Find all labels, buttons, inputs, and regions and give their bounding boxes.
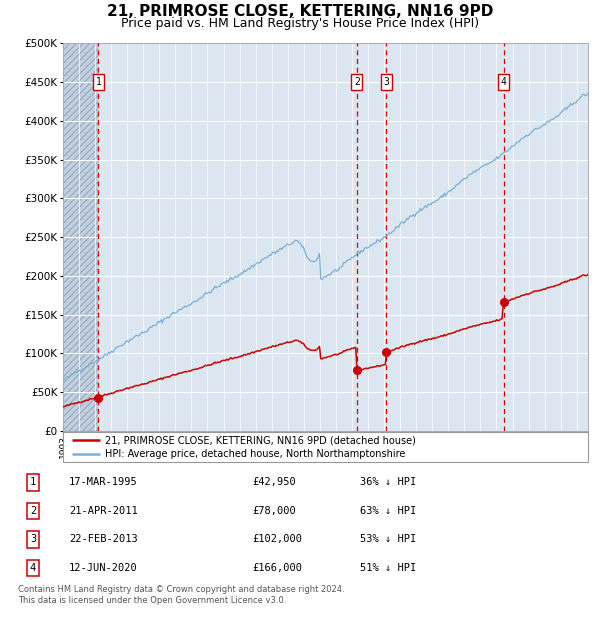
Text: 1: 1 xyxy=(95,77,101,87)
Text: 21, PRIMROSE CLOSE, KETTERING, NN16 9PD (detached house): 21, PRIMROSE CLOSE, KETTERING, NN16 9PD … xyxy=(105,435,416,445)
Text: 36% ↓ HPI: 36% ↓ HPI xyxy=(360,477,416,487)
Text: 4: 4 xyxy=(30,563,36,573)
Bar xyxy=(63,43,98,431)
Text: 12-JUN-2020: 12-JUN-2020 xyxy=(69,563,138,573)
Text: 22-FEB-2013: 22-FEB-2013 xyxy=(69,534,138,544)
Text: £78,000: £78,000 xyxy=(252,506,296,516)
Text: Contains HM Land Registry data © Crown copyright and database right 2024.
This d: Contains HM Land Registry data © Crown c… xyxy=(18,585,344,604)
Text: 3: 3 xyxy=(383,77,389,87)
Text: £166,000: £166,000 xyxy=(252,563,302,573)
Text: 21-APR-2011: 21-APR-2011 xyxy=(69,506,138,516)
Text: 17-MAR-1995: 17-MAR-1995 xyxy=(69,477,138,487)
Text: 63% ↓ HPI: 63% ↓ HPI xyxy=(360,506,416,516)
Text: 51% ↓ HPI: 51% ↓ HPI xyxy=(360,563,416,573)
Text: £42,950: £42,950 xyxy=(252,477,296,487)
Text: 4: 4 xyxy=(500,77,506,87)
Text: HPI: Average price, detached house, North Northamptonshire: HPI: Average price, detached house, Nort… xyxy=(105,450,406,459)
Text: 3: 3 xyxy=(30,534,36,544)
Text: 21, PRIMROSE CLOSE, KETTERING, NN16 9PD: 21, PRIMROSE CLOSE, KETTERING, NN16 9PD xyxy=(107,4,493,19)
Text: 53% ↓ HPI: 53% ↓ HPI xyxy=(360,534,416,544)
Text: Price paid vs. HM Land Registry's House Price Index (HPI): Price paid vs. HM Land Registry's House … xyxy=(121,17,479,30)
Text: 1: 1 xyxy=(30,477,36,487)
Text: £102,000: £102,000 xyxy=(252,534,302,544)
Text: 2: 2 xyxy=(30,506,36,516)
Text: 2: 2 xyxy=(354,77,360,87)
